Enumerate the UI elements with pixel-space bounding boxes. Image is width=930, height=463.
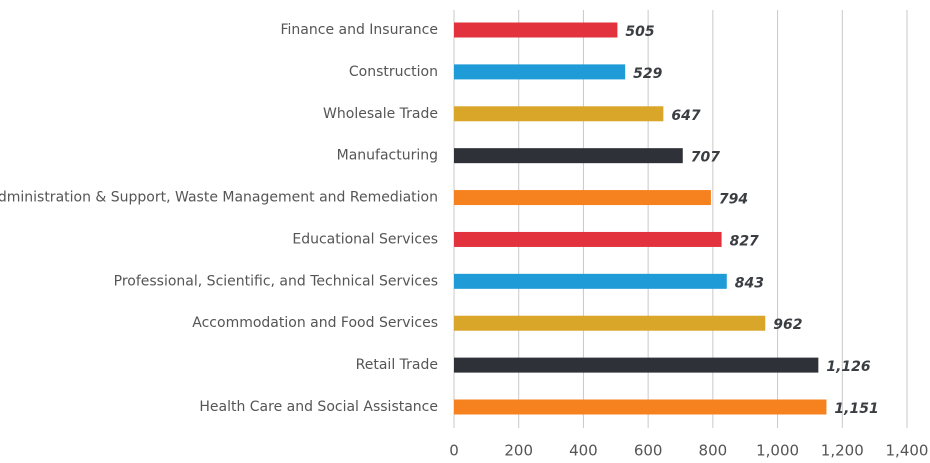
value-label: 707 bbox=[691, 150, 720, 166]
bar bbox=[454, 273, 727, 289]
value-label: 794 bbox=[719, 192, 748, 208]
x-tick-label: 200 bbox=[504, 442, 533, 460]
x-tick-label: 1,200 bbox=[821, 442, 864, 460]
y-tick-label: Professional, Scientific, and Technical … bbox=[114, 273, 438, 289]
value-label: 827 bbox=[730, 233, 759, 249]
y-tick-label: Health Care and Social Assistance bbox=[199, 399, 438, 415]
bar bbox=[454, 106, 664, 122]
value-label: 962 bbox=[773, 317, 802, 333]
value-label: 1,126 bbox=[826, 359, 871, 375]
bar bbox=[454, 231, 722, 247]
value-label: 529 bbox=[633, 66, 662, 82]
x-tick-label: 800 bbox=[699, 442, 728, 460]
y-tick-label: Finance and Insurance bbox=[281, 22, 439, 38]
y-tick-label: Retail Trade bbox=[356, 357, 438, 373]
y-tick-label: Educational Services bbox=[292, 231, 438, 247]
value-label: 843 bbox=[735, 275, 764, 291]
x-tick-label: 1,400 bbox=[886, 442, 929, 460]
y-tick-label: Manufacturing bbox=[337, 148, 438, 164]
y-tick-label: Accommodation and Food Services bbox=[192, 315, 438, 331]
bar bbox=[454, 190, 711, 206]
x-tick-label: 400 bbox=[569, 442, 598, 460]
bar bbox=[454, 315, 766, 331]
y-tick-label: Administration & Support, Waste Manageme… bbox=[0, 190, 438, 206]
bar bbox=[454, 148, 683, 164]
value-label: 1,151 bbox=[834, 401, 878, 417]
value-label: 647 bbox=[671, 108, 700, 124]
x-tick-label: 0 bbox=[449, 442, 459, 460]
bar bbox=[454, 22, 618, 38]
x-tick-label: 1,000 bbox=[756, 442, 799, 460]
bar bbox=[454, 357, 819, 373]
x-tick-label: 600 bbox=[634, 442, 663, 460]
y-tick-label: Wholesale Trade bbox=[323, 106, 438, 122]
bar bbox=[454, 64, 626, 80]
y-tick-label: Construction bbox=[349, 64, 438, 80]
bar bbox=[454, 399, 827, 415]
value-label: 505 bbox=[625, 24, 654, 40]
